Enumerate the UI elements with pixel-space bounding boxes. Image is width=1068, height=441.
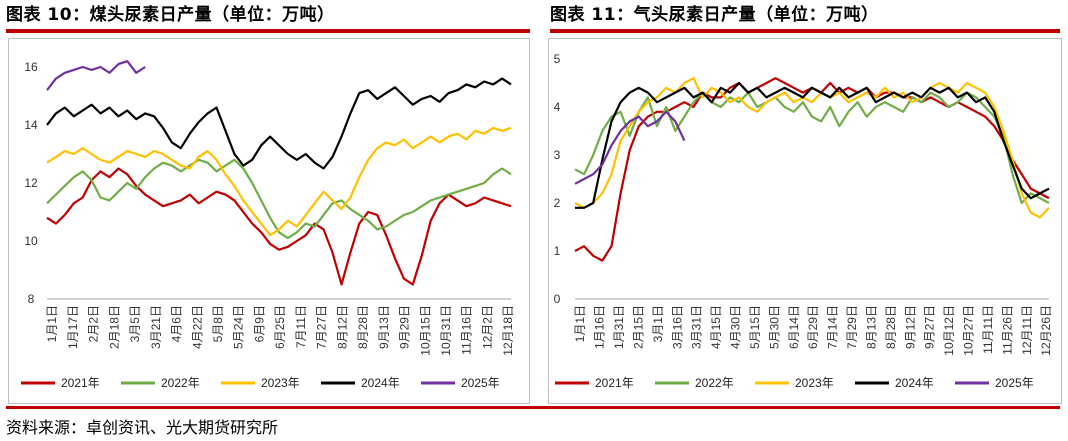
x-tick-label: 7月27日: [315, 305, 329, 349]
x-tick-label: 8月13日: [864, 305, 878, 349]
title-rule-left: [6, 29, 530, 33]
x-tick-label: 10月12日: [942, 305, 956, 356]
legend-label: 2024年: [895, 376, 934, 390]
x-tick-label: 12月11日: [1020, 305, 1034, 355]
x-tick-label: 9月27日: [923, 305, 937, 349]
x-tick-label: 2月15日: [631, 305, 645, 349]
source-note: 资料来源：卓创资讯、光大期货研究所: [6, 418, 279, 437]
x-tick-label: 7月11日: [294, 305, 308, 348]
gas-urea-line-chart: 0 1 2 3 4 5 1月1日 1月16日 1月31日 2月15日 3月1日 3月16日 3月31日 4…: [554, 52, 1054, 390]
bottom-rule: [6, 406, 1060, 409]
x-tick-label: 3月21日: [149, 305, 163, 349]
series-line-2024年: [575, 81, 1050, 209]
x-tick-label: 6月29日: [806, 305, 820, 349]
y-tick-label: 10: [24, 234, 38, 248]
x-tick-label: 10月31日: [439, 305, 453, 356]
x-tick-label: 1月1日: [45, 305, 59, 342]
x-tick-label: 3月1日: [651, 305, 665, 342]
legend-label: 2021年: [595, 376, 634, 390]
x-tick-label: 7月29日: [845, 305, 859, 349]
chart-title-gas: 图表 11：气头尿素日产量（单位：万吨）: [550, 5, 879, 25]
y-tick-label: 0: [554, 292, 561, 306]
x-tick-label: 11月11日: [981, 305, 995, 354]
x-tick-label: 11月26日: [1000, 305, 1014, 355]
legend-label: 2022年: [161, 376, 200, 390]
legend-label: 2023年: [795, 376, 834, 390]
x-tick-label: 8月28日: [356, 305, 370, 349]
chart-title-coal: 图表 10：煤头尿素日产量（单位：万吨）: [6, 5, 335, 25]
x-tick-label: 2月18日: [107, 305, 121, 349]
coal-urea-line-chart: 8 10 12 14 16 1月1日 1月17日 2月2日 2月18日 3月5日 3月21日 4月6日…: [21, 60, 515, 390]
y-tick-label: 2: [554, 196, 561, 210]
x-tick-label: 12月2日: [480, 305, 494, 349]
y-tick-label: 4: [554, 100, 561, 114]
x-tick-label: 5月15日: [748, 305, 762, 349]
x-tick-label: 3月31日: [690, 305, 704, 349]
series-line-2021年: [46, 167, 512, 286]
x-tick-label: 10月15日: [418, 305, 432, 356]
x-tick-label: 9月12日: [903, 305, 917, 349]
legend-label: 2024年: [361, 376, 400, 390]
x-tick-label: 4月6日: [170, 305, 184, 342]
x-tick-label: 12月26日: [1039, 305, 1053, 356]
x-tick-label: 12月18日: [501, 305, 515, 356]
x-tick-label: 10月27日: [962, 305, 976, 356]
legend-label: 2023年: [261, 376, 300, 390]
x-tick-label: 2月2日: [87, 305, 101, 342]
series-line-2024年: [46, 77, 512, 170]
legend-label: 2021年: [61, 376, 100, 390]
x-tick-label: 3月16日: [670, 305, 684, 349]
legend-label: 2025年: [995, 376, 1034, 390]
x-tick-label: 9月13日: [377, 305, 391, 349]
y-tick-label: 3: [554, 148, 561, 162]
y-tick-label: 14: [24, 118, 38, 132]
x-tick-label: 4月22日: [190, 305, 204, 349]
x-tick-label: 1月1日: [573, 305, 587, 342]
x-tick-label: 3月5日: [128, 305, 142, 342]
y-tick-label: 16: [24, 60, 38, 74]
x-tick-label: 6月14日: [787, 305, 801, 349]
legend-label: 2025年: [461, 376, 500, 390]
x-tick-label: 9月29日: [398, 305, 412, 349]
y-tick-label: 5: [554, 52, 561, 66]
x-tick-label: 6月25日: [273, 305, 287, 349]
x-tick-label: 7月14日: [826, 305, 840, 349]
y-tick-label: 1: [554, 244, 561, 258]
chart-panel-gas: 0 1 2 3 4 5 1月1日 1月16日 1月31日 2月15日 3月1日 3月16日 3月31日 4…: [548, 38, 1062, 404]
series-line-2022年: [46, 158, 512, 240]
series-line-2022年: [574, 91, 1050, 205]
y-tick-label: 12: [24, 176, 38, 190]
x-tick-label: 1月16日: [593, 305, 607, 349]
x-tick-label: 6月9日: [252, 305, 266, 342]
x-tick-label: 5月30日: [767, 305, 781, 349]
series-line-2025年: [46, 60, 146, 91]
x-tick-label: 4月15日: [709, 305, 723, 349]
x-tick-label: 5月8日: [211, 305, 225, 342]
x-tick-label: 8月28日: [884, 305, 898, 349]
y-tick-label: 8: [28, 292, 35, 306]
chart-panel-coal: 8 10 12 14 16 1月1日 1月17日 2月2日 2月18日 3月5日 3月21日 4月6日…: [8, 38, 530, 404]
x-tick-label: 1月17日: [66, 305, 80, 349]
title-rule-right: [550, 29, 1060, 33]
x-tick-label: 11月16日: [460, 305, 474, 355]
x-tick-label: 1月31日: [612, 305, 626, 349]
legend-label: 2022年: [695, 376, 734, 390]
series-line-2025年: [574, 110, 686, 185]
x-tick-label: 4月30日: [729, 305, 743, 349]
x-tick-label: 5月24日: [232, 305, 246, 349]
series-line-2023年: [46, 126, 512, 237]
x-tick-label: 8月12日: [335, 305, 349, 349]
